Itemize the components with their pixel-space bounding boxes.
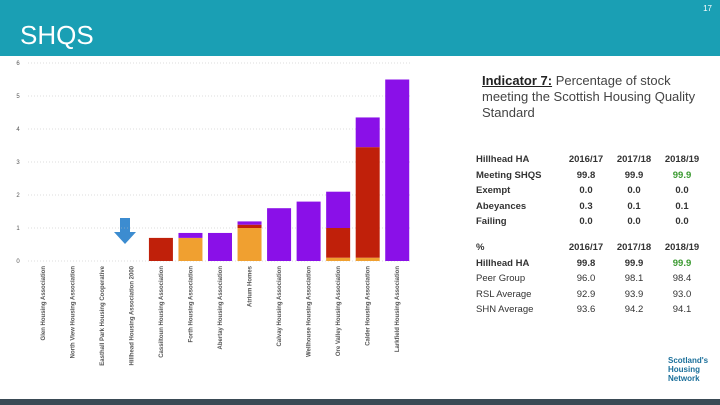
bar-segment xyxy=(385,79,410,261)
table-row: SHN Average 93.6 94.2 94.1 xyxy=(472,302,706,318)
table-row: RSL Average 92.9 93.9 93.0 xyxy=(472,287,706,303)
table-cell: 98.4 xyxy=(672,273,692,285)
footer-bar xyxy=(0,399,720,405)
page-number: 17 xyxy=(703,4,712,13)
table-cell: 99.9 xyxy=(672,257,692,269)
table-cell: Hillhead HA xyxy=(476,257,530,269)
table-cell: RSL Average xyxy=(476,288,532,300)
table-cell: 0.1 xyxy=(627,200,641,212)
table-cell: 98.1 xyxy=(624,273,644,285)
bar-segment xyxy=(178,232,203,238)
table-cell: 0.0 xyxy=(627,185,641,197)
bar-segment xyxy=(355,117,380,148)
x-tick-label: Atrium Homes xyxy=(248,265,254,307)
x-tick-label: Calder Housing Association xyxy=(366,266,372,346)
logo: Scotland's Housing Network xyxy=(668,356,709,383)
table-cell: 2017/18 xyxy=(616,154,652,166)
bar-segment xyxy=(267,208,292,261)
x-tick-label: Larkfield Housing Association xyxy=(395,266,401,352)
table-row: Meeting SHQS 99.8 99.9 99.9 xyxy=(472,168,706,184)
x-tick-label: Cassiltoun Housing Association xyxy=(159,266,165,358)
table-cell: 99.9 xyxy=(624,257,644,269)
table-row: Hillhead HA 2016/17 2017/18 2018/19 xyxy=(472,152,706,168)
table-cell: 92.9 xyxy=(576,288,596,300)
table-cell: 93.0 xyxy=(672,288,692,300)
table-cell: 94.2 xyxy=(624,304,644,316)
bar-segment xyxy=(296,201,321,261)
bar-segment xyxy=(326,257,351,261)
table-cell: Exempt xyxy=(476,185,511,197)
table-cell: % xyxy=(476,242,485,254)
y-tick-label: 6 xyxy=(16,61,20,67)
table-row: Failing 0.0 0.0 0.0 xyxy=(472,214,706,230)
chart: 0 1 2 3 4 5 6 Glen Housing Association North Vie… xyxy=(16,61,412,366)
table-cell: 0.0 xyxy=(579,216,593,228)
x-tick-label: Calvay Housing Association xyxy=(277,266,283,347)
table-cell: 2018/19 xyxy=(664,154,700,166)
x-tick-label: Hillhead Housing Association 2000 xyxy=(129,265,135,365)
bar-segment xyxy=(208,232,232,261)
table-cell: 2018/19 xyxy=(664,242,700,254)
bar-segment xyxy=(148,237,173,261)
table-cell: 0.0 xyxy=(627,216,641,228)
x-tick-label: Ore Valley Housing Association xyxy=(336,266,342,356)
table-cell: 0.3 xyxy=(579,200,593,212)
table-row: % 2016/17 2017/18 2018/19 xyxy=(472,240,706,256)
table-cell: Hillhead HA xyxy=(476,154,530,166)
bar-segment xyxy=(326,228,351,258)
x-tick-label: Easthall Park Housing Cooperative xyxy=(100,265,106,365)
table-cell: 2016/17 xyxy=(568,242,604,254)
bar-segment xyxy=(237,224,262,228)
indicator: Indicator 7: Percentage of stock meeting… xyxy=(482,73,702,121)
table-row: Peer Group 96.0 98.1 98.4 xyxy=(472,271,706,287)
table-row: Exempt 0.0 0.0 0.0 xyxy=(472,183,706,199)
table-cell: 96.0 xyxy=(576,273,596,285)
x-tick-label: Wellhouse Housing Association xyxy=(307,266,313,357)
table-cell: 99.8 xyxy=(576,169,596,181)
bar-segment xyxy=(178,237,203,261)
table-cell: 99.9 xyxy=(624,169,644,181)
table-cell: 2017/18 xyxy=(616,242,652,254)
table-row: Hillhead HA 99.8 99.9 99.9 xyxy=(472,256,706,272)
header: SHQS 17 xyxy=(0,0,720,56)
x-tick-label: Forth Housing Association xyxy=(188,266,194,343)
y-tick-label: 1 xyxy=(16,226,20,232)
arrow xyxy=(114,218,136,244)
table-cell: 93.6 xyxy=(576,304,596,316)
x-tick-label: North View Housing Association xyxy=(70,266,76,359)
indicator-label: Indicator 7: xyxy=(482,73,553,88)
x-tick-label: Abertay Housing Association xyxy=(218,266,224,350)
y-tick-label: 3 xyxy=(16,160,20,166)
bar-segment xyxy=(237,228,262,261)
y-tick-label: 4 xyxy=(16,127,20,133)
table-cell: Meeting SHQS xyxy=(476,169,542,181)
y-tick-label: 2 xyxy=(16,193,20,199)
table-cell: Failing xyxy=(476,216,507,228)
table-cell: 99.8 xyxy=(576,257,596,269)
table-cell: 2016/17 xyxy=(568,154,604,166)
table-cell: Abeyances xyxy=(476,200,527,212)
table-row: Abeyances 0.3 0.1 0.1 xyxy=(472,199,706,215)
table-cell: 0.0 xyxy=(579,185,593,197)
table-cell: Peer Group xyxy=(476,273,526,285)
x-tick-label: Glen Housing Association xyxy=(41,266,47,341)
bar-segment xyxy=(355,147,380,258)
title: SHQS xyxy=(20,20,94,50)
table-cell: 93.9 xyxy=(624,288,644,300)
y-tick-label: 5 xyxy=(16,94,20,100)
table: % 2016/17 2017/18 2018/19 Hillhead HA 99.8 99.… xyxy=(472,240,706,318)
bar-segment xyxy=(326,191,351,228)
table-cell: 99.9 xyxy=(672,169,692,181)
table-cell: 0.0 xyxy=(675,185,689,197)
indicator-text: Percentage of stock meeting the Scottish… xyxy=(482,73,696,120)
bar-segment xyxy=(355,257,380,261)
table: Hillhead HA 2016/17 2017/18 2018/19 Meeting … xyxy=(472,152,706,230)
table-cell: 94.1 xyxy=(672,304,692,316)
y-tick-label: 0 xyxy=(16,259,20,265)
table-cell: 0.1 xyxy=(675,200,689,212)
bar-segment xyxy=(237,221,262,225)
table-cell: 0.0 xyxy=(675,216,689,228)
table-cell: SHN Average xyxy=(476,304,534,316)
